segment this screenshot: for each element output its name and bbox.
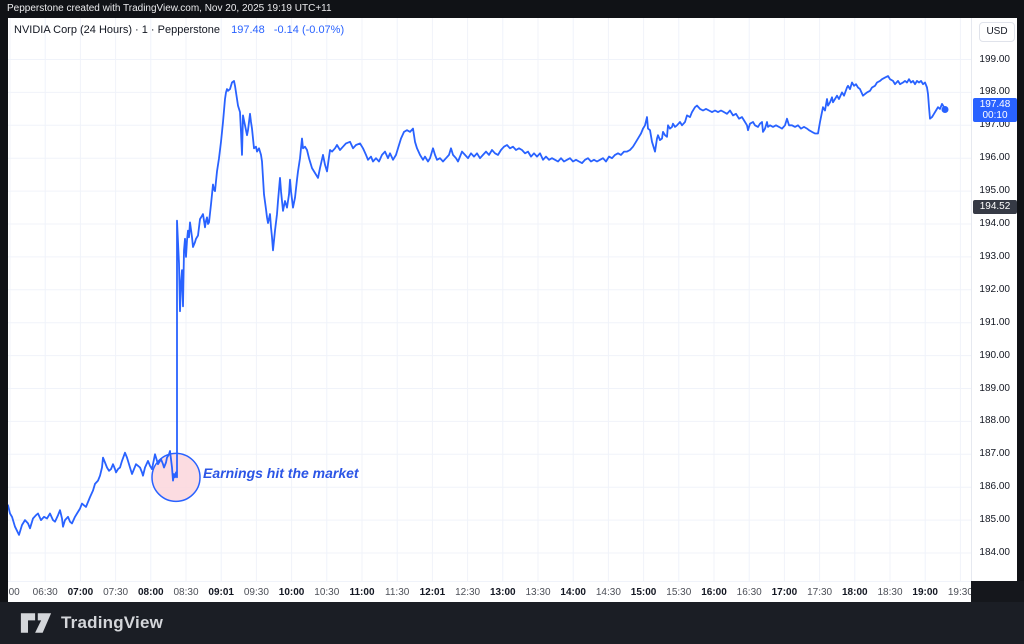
tradingview-logo-text: TradingView	[61, 613, 164, 632]
time-tick-label: 10:00	[278, 587, 305, 598]
price-tick-label: 195.00	[979, 185, 1010, 197]
time-tick-label: 19:00	[912, 587, 938, 598]
price-tick-label: 186.00	[979, 481, 1010, 493]
time-tick-label: 08:00	[138, 587, 164, 598]
price-tick-label: 187.00	[979, 448, 1010, 460]
attribution-text: Pepperstone created with TradingView.com…	[7, 3, 332, 14]
footer-bar: TradingView	[0, 602, 1024, 644]
chart-plot-area[interactable]: NVIDIA Corp (24 Hours) · 1 · Pepperstone…	[8, 18, 971, 581]
reference-price-badge: 194.52	[973, 199, 1017, 214]
time-tick-label: 13:30	[525, 587, 551, 598]
time-tick-label: 15:00	[630, 587, 657, 598]
legend-last-price: 197.48	[231, 24, 265, 36]
time-tick-label: 15:30	[666, 587, 692, 598]
time-tick-label: 14:00	[560, 587, 586, 598]
tradingview-logo-icon	[20, 613, 52, 633]
time-tick-label: 06:30	[32, 587, 58, 598]
export-attribution-bar: Pepperstone created with TradingView.com…	[0, 0, 1024, 18]
time-tick-label: 12:30	[455, 587, 481, 598]
earnings-annotation-label[interactable]: Earnings hit the market	[203, 465, 359, 482]
last-price-dot	[941, 106, 949, 114]
symbol-title: NVIDIA Corp (24 Hours) · 1 · Pepperstone	[14, 24, 221, 36]
price-tick-label: 191.00	[979, 316, 1010, 328]
time-tick-label: 6:00	[8, 587, 20, 598]
price-tick-label: 194.00	[979, 218, 1010, 229]
currency-toggle-button[interactable]: USD	[979, 22, 1015, 42]
time-tick-label: 18:30	[877, 587, 903, 598]
time-tick-label: 10:30	[314, 587, 340, 598]
time-tick-label: 09:01	[208, 587, 234, 598]
time-tick-label: 18:00	[842, 587, 868, 598]
time-tick-label: 16:30	[736, 587, 762, 598]
time-tick-label: 16:00	[701, 587, 727, 598]
time-tick-label: 09:30	[243, 587, 269, 598]
price-line-chart[interactable]	[8, 18, 971, 581]
time-tick-label: 17:30	[807, 587, 833, 598]
price-tick-label: 184.00	[979, 547, 1010, 558]
frame-right-border	[1017, 18, 1024, 581]
time-tick-label: 13:00	[490, 587, 516, 598]
price-tick-label: 198.00	[979, 86, 1010, 98]
legend-change: -0.14 (-0.07%)	[273, 24, 345, 36]
price-tick-label: 196.00	[979, 152, 1010, 164]
symbol-legend[interactable]: NVIDIA Corp (24 Hours) · 1 · Pepperstone…	[14, 24, 344, 36]
price-tick-label: 188.00	[979, 415, 1010, 427]
time-tick-label: 11:00	[349, 587, 375, 598]
price-tick-label: 199.00	[979, 53, 1010, 65]
price-tick-label: 190.00	[979, 349, 1010, 361]
price-tick-label: 192.00	[979, 283, 1010, 295]
time-tick-label: 07:00	[67, 587, 94, 598]
time-axis[interactable]: 6:00 06:30 07:00 07:30 08:00 08:30 09:01 09:30 1…	[8, 581, 971, 602]
last-price-badge-value: 197.48	[979, 98, 1011, 110]
bar-countdown: 00:10	[982, 109, 1008, 121]
time-tick-label: 11:30	[385, 587, 410, 598]
price-tick-label: 189.00	[979, 382, 1010, 394]
price-tick-label: 197.00	[979, 119, 1010, 131]
frame-corner-block	[971, 581, 1024, 602]
price-axis[interactable]: USD 199.00 198.00 197.00 196.00 195.00 194.00…	[971, 18, 1017, 581]
time-tick-label: 14:30	[595, 587, 621, 598]
tradingview-logo[interactable]: TradingView	[20, 611, 163, 635]
time-tick-label: 17:00	[771, 587, 798, 598]
time-tick-label: 07:30	[103, 587, 129, 598]
last-price-badge: 197.48 00:10	[973, 97, 1017, 122]
price-line	[8, 75, 946, 536]
price-tick-label: 185.00	[979, 514, 1010, 526]
time-tick-label: 19:30	[947, 587, 971, 598]
price-tick-label: 193.00	[979, 250, 1010, 262]
frame-left-border	[0, 18, 8, 602]
time-tick-label: 08:30	[173, 587, 199, 598]
time-tick-label: 12:01	[419, 587, 446, 598]
